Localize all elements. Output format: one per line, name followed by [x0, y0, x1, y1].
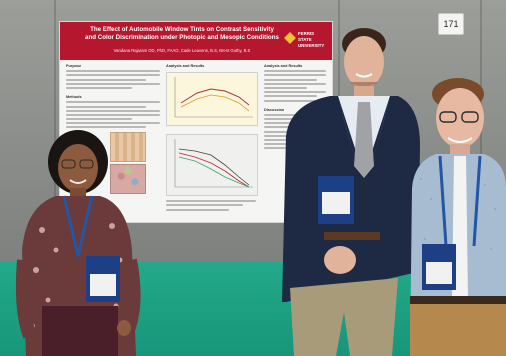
booth-number-sign: 171 — [438, 13, 464, 35]
poster-line-chart-2-graphic — [174, 139, 253, 188]
color-test-image — [110, 132, 146, 162]
poster-column-2: Analysis and Results — [166, 64, 258, 216]
person-right-figure — [410, 78, 506, 356]
person-left — [12, 130, 142, 356]
section-heading: Methods — [66, 95, 82, 100]
logo-text: FERRIS STATE UNIVERSITY — [298, 31, 325, 48]
section-heading: Purpose — [66, 64, 82, 68]
section-heading: Discussion — [264, 107, 285, 112]
poster-caption-lines — [166, 198, 256, 213]
ishihara-plate-image — [110, 164, 146, 194]
section-heading: Analysis and Results — [166, 64, 205, 68]
person-right — [410, 78, 506, 356]
wall-seam — [54, 0, 56, 262]
poster-authors: Vandana Rajaram OD, PhD, FAAO, Cade Leav… — [113, 48, 251, 53]
person-center — [280, 26, 422, 356]
poster-line-chart-graphic — [174, 77, 253, 118]
poster-header: The Effect of Automobile Window Tints on… — [60, 22, 332, 60]
section-heading: Analysis and Results — [264, 64, 303, 68]
poster-title: The Effect of Automobile Window Tints on… — [85, 26, 279, 41]
poster-line-chart-2 — [166, 134, 258, 196]
university-logo: FERRIS STATE UNIVERSITY — [282, 26, 328, 56]
person-center-figure — [282, 28, 420, 356]
poster-line-chart — [166, 72, 258, 126]
poster-column-1: Purpose Methods — [66, 64, 160, 216]
person-left-figure — [15, 130, 141, 356]
